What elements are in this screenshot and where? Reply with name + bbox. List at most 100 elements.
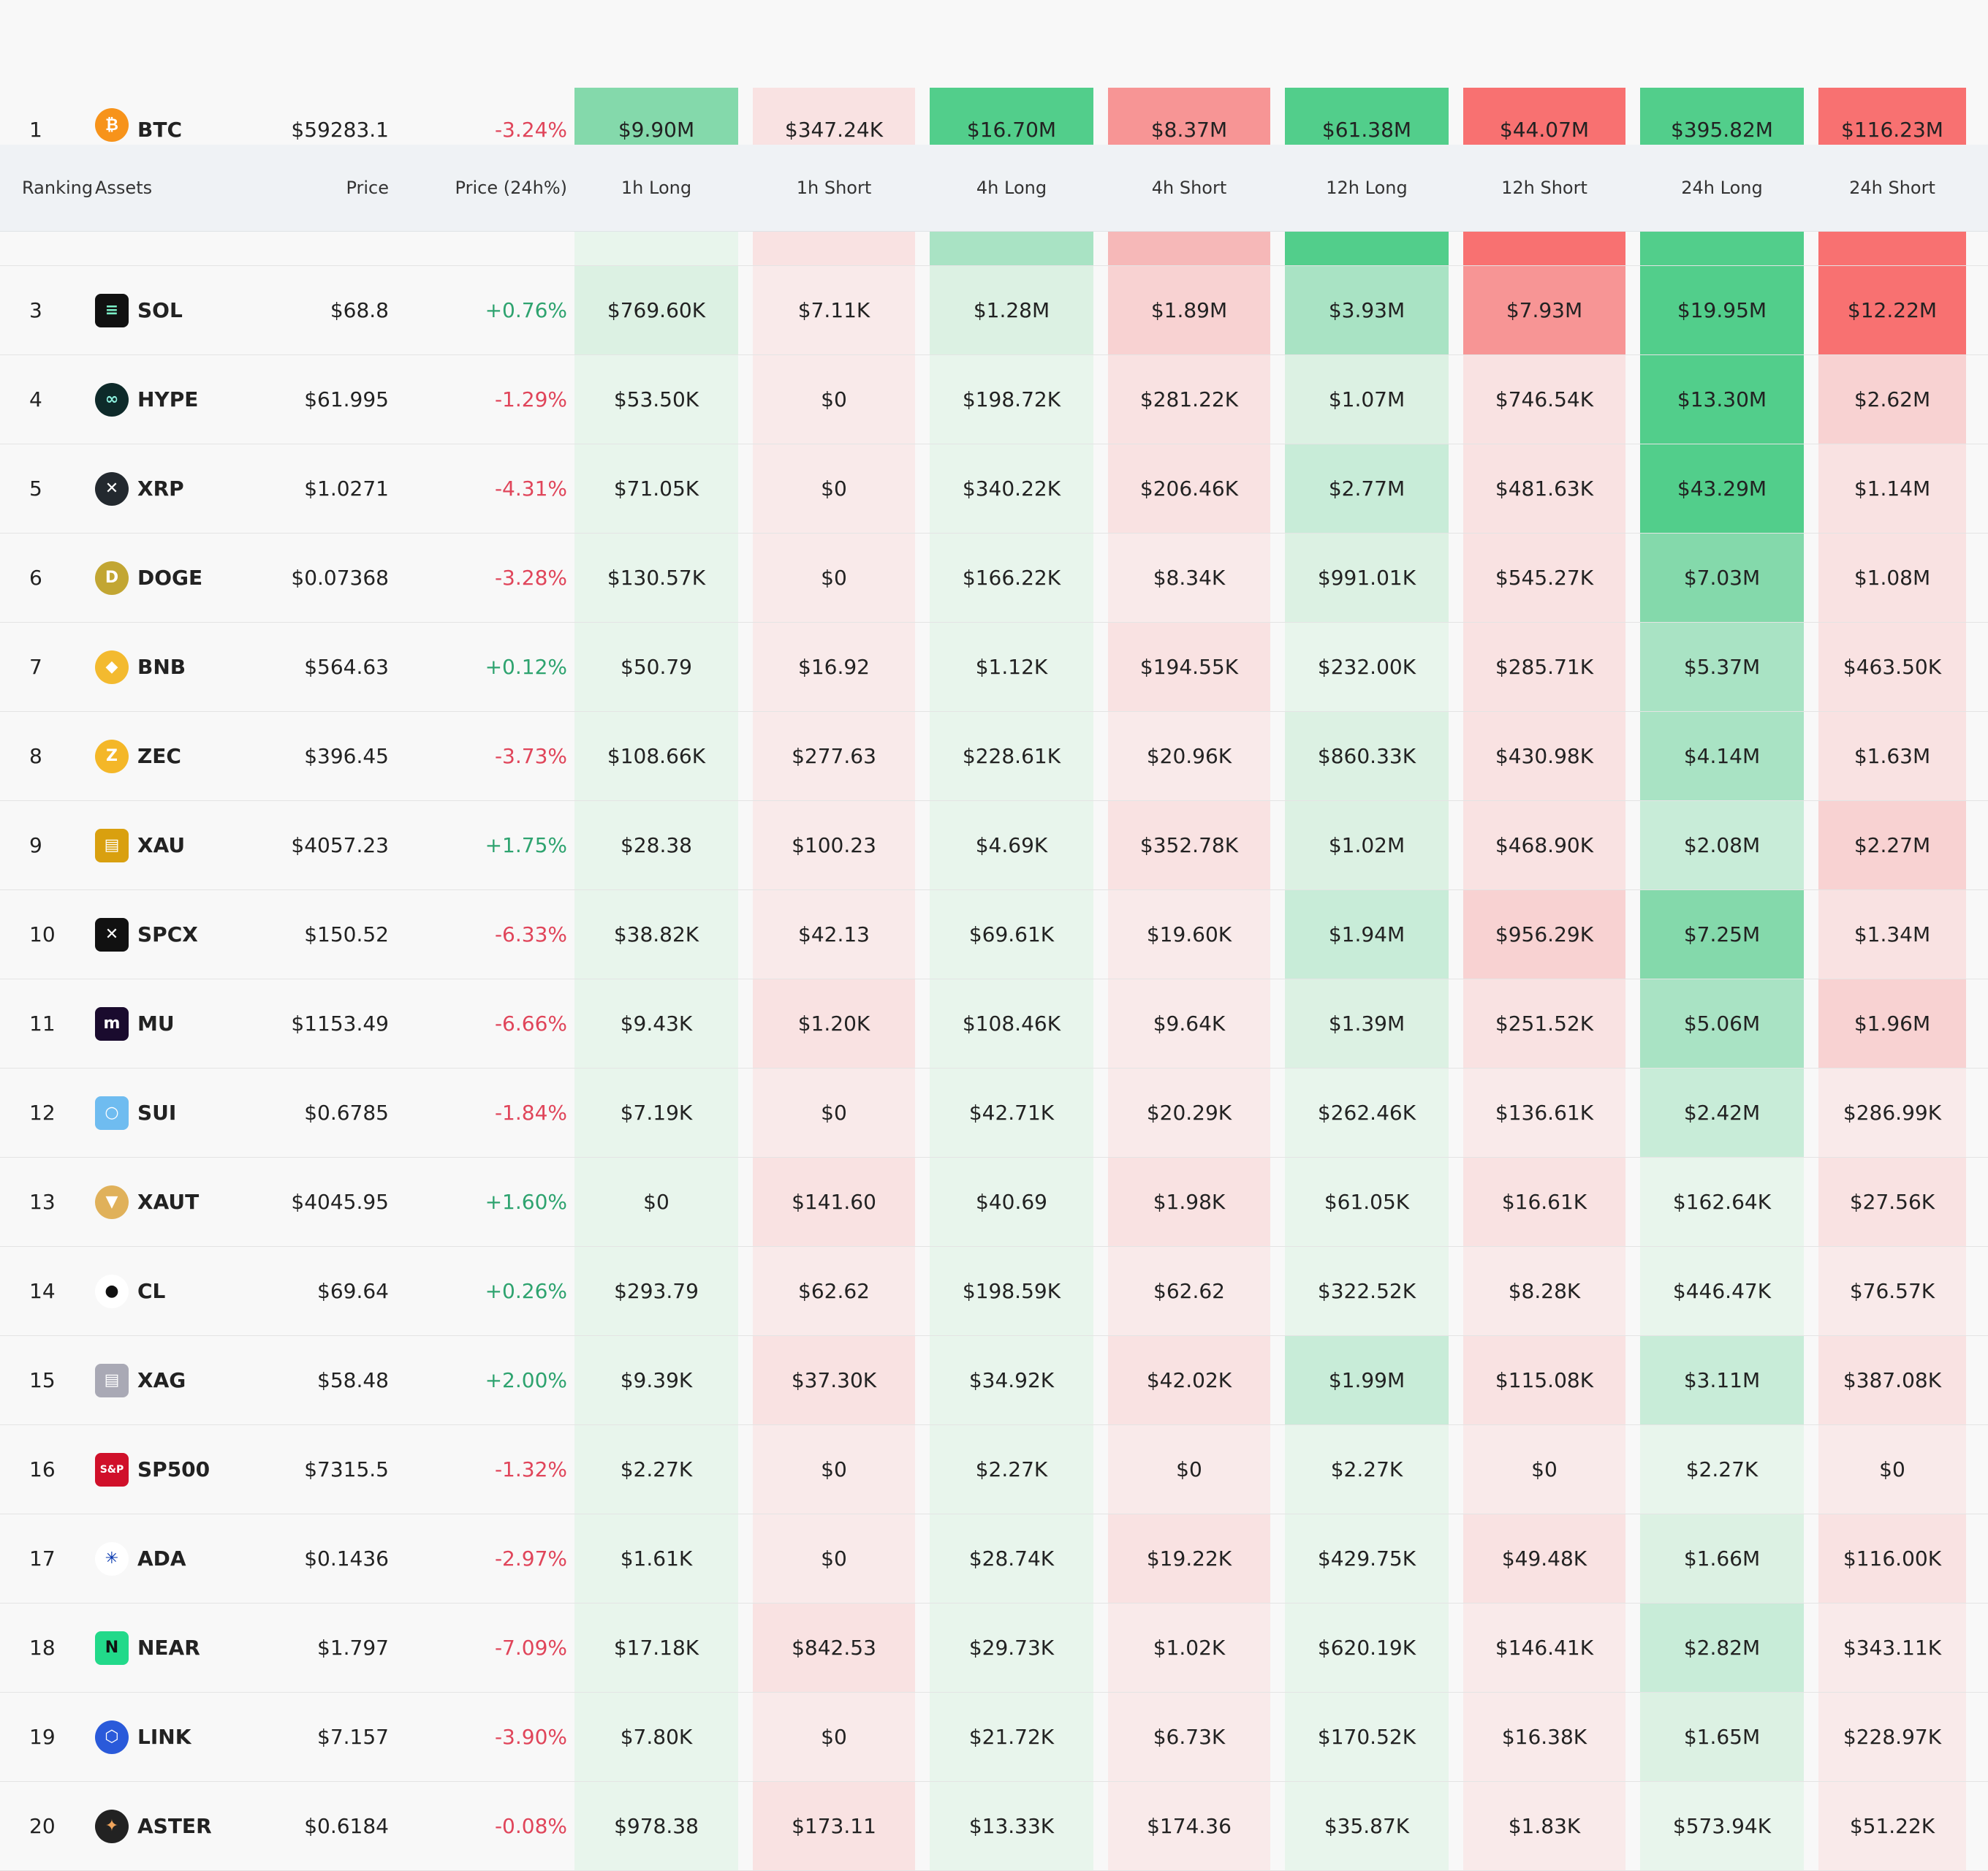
table-row[interactable]: 18 N NEAR $1.797 -7.09% $17.18K $842.53 $29.73K… (0, 1604, 1988, 1693)
12h-long-cell: $232.00K (1285, 623, 1449, 711)
header-4h-long[interactable]: 4h Long (976, 178, 1047, 198)
table-row[interactable]: 9 ▤ XAU $4057.23 +1.75% $28.38 $100.23 $4.69K $3… (0, 801, 1988, 890)
12h-long-cell: $170.52K (1285, 1693, 1449, 1781)
asset-symbol: XAUT (137, 1190, 200, 1214)
table-row-partial[interactable] (0, 231, 1988, 266)
table-row[interactable]: 16 S&P SP500 $7315.5 -1.32% $2.27K $0 $2.27K $0 $… (0, 1425, 1988, 1514)
asset-cell[interactable]: ≡ SOL (95, 266, 278, 354)
4h-long-cell: $21.72K (930, 1693, 1093, 1781)
rank-cell: 6 (29, 566, 42, 590)
1h-long-cell: $7.19K (574, 1069, 738, 1157)
asset-cell[interactable]: N NEAR (95, 1604, 278, 1692)
24h-short-cell: $228.97K (1818, 1693, 1966, 1781)
table-row[interactable]: 17 ✳ ADA $0.1436 -2.97% $1.61K $0 $28.74K $19.22… (0, 1514, 1988, 1604)
table-row[interactable]: 8 Z ZEC $396.45 -3.73% $108.66K $277.63 $228.61… (0, 712, 1988, 801)
asset-cell[interactable]: ✦ ASTER (95, 1782, 278, 1870)
header-12h-short[interactable]: 12h Short (1501, 178, 1587, 198)
table-row[interactable]: 10 ✕ SPCX $150.52 -6.33% $38.82K $42.13 $69.61K… (0, 890, 1988, 979)
12h-long-cell: $35.87K (1285, 1782, 1449, 1870)
table-row[interactable]: 3 ≡ SOL $68.8 +0.76% $769.60K $7.11K $1.28M $1.8… (0, 266, 1988, 355)
price-cell: $1.0271 (304, 477, 389, 501)
header-price-change[interactable]: Price (24h%) (455, 178, 567, 198)
sp500-icon: S&P (95, 1452, 129, 1487)
price-cell: $564.63 (304, 655, 389, 679)
4h-short-cell: $1.02K (1108, 1604, 1270, 1692)
4h-long-cell: $108.46K (930, 979, 1093, 1068)
asset-cell[interactable]: ∞ HYPE (95, 355, 278, 444)
price-cell: $4057.23 (291, 833, 389, 857)
header-1h-long[interactable]: 1h Long (621, 178, 692, 198)
table-row[interactable]: 19 ⬡ LINK $7.157 -3.90% $7.80K $0 $21.72K $6.73K… (0, 1693, 1988, 1782)
12h-long-cell: $620.19K (1285, 1604, 1449, 1692)
asset-cell[interactable]: ✕ XRP (95, 444, 278, 533)
24h-long-cell: $2.42M (1640, 1069, 1804, 1157)
solana-icon: ≡ (95, 293, 129, 327)
asset-cell[interactable]: ▤ XAU (95, 801, 278, 889)
1h-long-cell: $7.80K (574, 1693, 738, 1781)
header-price[interactable]: Price (346, 178, 389, 198)
rank-cell: 5 (29, 477, 42, 501)
aster-icon: ✦ (95, 1809, 129, 1843)
table-row[interactable]: 13 ▼ XAUT $4045.95 +1.60% $0 $141.60 $40.69 $1.9… (0, 1158, 1988, 1247)
asset-cell[interactable]: ▼ XAUT (95, 1158, 278, 1246)
1h-long-cell: $978.38 (574, 1782, 738, 1870)
12h-short-cell: $0 (1463, 1425, 1625, 1514)
header-24h-long[interactable]: 24h Long (1681, 178, 1763, 198)
table-row[interactable]: 11 m MU $1153.49 -6.66% $9.43K $1.20K $108.46K $… (0, 979, 1988, 1069)
cardano-icon: ✳ (95, 1541, 129, 1576)
header-assets[interactable]: Assets (95, 178, 153, 198)
asset-symbol: DOGE (137, 566, 203, 590)
header-ranking[interactable]: Ranking (22, 178, 94, 198)
table-row[interactable]: 12 ○ SUI $0.6785 -1.84% $7.19K $0 $42.71K $20.29… (0, 1069, 1988, 1158)
24h-long-cell: $573.94K (1640, 1782, 1804, 1870)
12h-long-cell: $2.27K (1285, 1425, 1449, 1514)
asset-cell[interactable]: ○ SUI (95, 1069, 278, 1157)
asset-cell[interactable]: ● CL (95, 1247, 278, 1335)
sui-icon: ○ (95, 1096, 129, 1130)
asset-cell[interactable]: D DOGE (95, 534, 278, 622)
asset-cell[interactable]: m MU (95, 979, 278, 1068)
24h-long-cell (1640, 231, 1804, 265)
header-1h-short[interactable]: 1h Short (796, 178, 872, 198)
table-row[interactable]: 14 ● CL $69.64 +0.26% $293.79 $62.62 $198.59K $6… (0, 1247, 1988, 1336)
24h-long-cell: $2.82M (1640, 1604, 1804, 1692)
rank-cell: 19 (29, 1725, 56, 1749)
price-cell: $0.6184 (304, 1814, 389, 1838)
table-row[interactable]: 4 ∞ HYPE $61.995 -1.29% $53.50K $0 $198.72K $281… (0, 355, 1988, 444)
asset-cell[interactable]: S&P SP500 (95, 1425, 278, 1514)
asset-cell[interactable]: ✕ SPCX (95, 890, 278, 979)
12h-short-cell: $8.28K (1463, 1247, 1625, 1335)
table-row[interactable]: 5 ✕ XRP $1.0271 -4.31% $71.05K $0 $340.22K $206.… (0, 444, 1988, 534)
asset-cell[interactable]: ◆ BNB (95, 623, 278, 711)
asset-cell[interactable]: ✳ ADA (95, 1514, 278, 1603)
table-row[interactable]: 1 ₿ BTC $59283.1 -3.24% $9.90M $347.24K $16.70M… (0, 0, 1988, 145)
hyperliquid-icon: ∞ (95, 382, 129, 417)
header-24h-short[interactable]: 24h Short (1849, 178, 1935, 198)
24h-short-cell: $2.62M (1818, 355, 1966, 444)
4h-long-cell: $69.61K (930, 890, 1093, 979)
4h-short-cell: $1.98K (1108, 1158, 1270, 1246)
table-row[interactable]: 6 D DOGE $0.07368 -3.28% $130.57K $0 $166.22K $8… (0, 534, 1988, 623)
zcash-icon: Z (95, 739, 129, 773)
table-row[interactable]: 7 ◆ BNB $564.63 +0.12% $50.79 $16.92 $1.12K $194… (0, 623, 1988, 712)
table-row[interactable]: 15 ▤ XAG $58.48 +2.00% $9.39K $37.30K $34.92K $4… (0, 1336, 1988, 1425)
table-row[interactable]: 20 ✦ ASTER $0.6184 -0.08% $978.38 $173.11 $13.3… (0, 1782, 1988, 1871)
4h-long-cell: $16.70M (930, 88, 1093, 145)
12h-long-cell: $1.94M (1285, 890, 1449, 979)
asset-cell[interactable]: ₿ BTC (95, 0, 278, 145)
4h-short-cell: $0 (1108, 1425, 1270, 1514)
price-cell: $150.52 (304, 922, 389, 946)
4h-long-cell: $4.69K (930, 801, 1093, 889)
dogecoin-icon: D (95, 561, 129, 595)
asset-symbol: NEAR (137, 1636, 200, 1660)
asset-cell[interactable]: Z ZEC (95, 712, 278, 800)
asset-symbol: SUI (137, 1101, 177, 1125)
asset-cell[interactable]: ▤ XAG (95, 1336, 278, 1424)
asset-cell[interactable]: ⬡ LINK (95, 1693, 278, 1781)
12h-short-cell: $545.27K (1463, 534, 1625, 622)
12h-short-cell: $44.07M (1463, 88, 1625, 145)
header-4h-short[interactable]: 4h Short (1151, 178, 1227, 198)
header-12h-long[interactable]: 12h Long (1326, 178, 1408, 198)
1h-long-cell: $769.60K (574, 266, 738, 354)
